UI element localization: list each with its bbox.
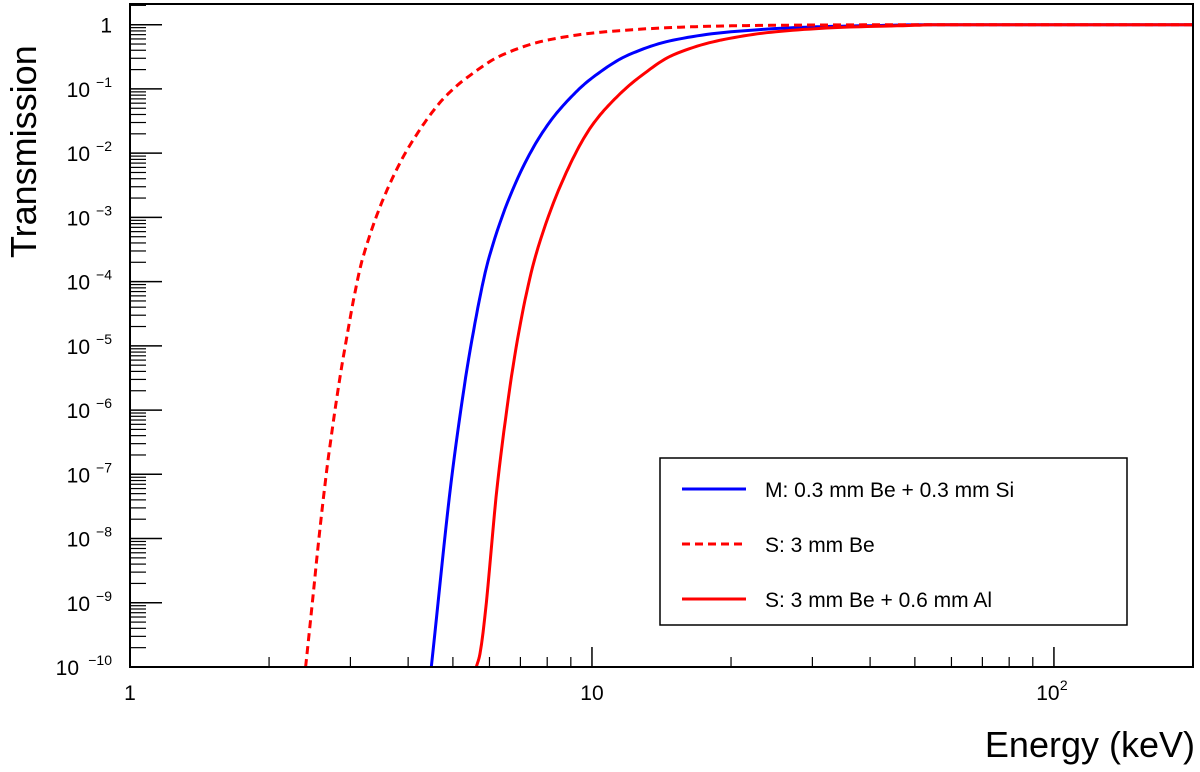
legend-label-0: M: 0.3 mm Be + 0.3 mm Si [765, 479, 1014, 502]
y-tick-label: 10 [67, 143, 90, 166]
y-tick-label: 10 [67, 207, 90, 230]
y-tick-label: 10 [67, 593, 90, 616]
series-line-2 [474, 23, 1193, 668]
y-tick-exponent: −5 [96, 331, 112, 347]
legend: M: 0.3 mm Be + 0.3 mm Si S: 3 mm Be S: 3… [659, 457, 1128, 626]
y-tick-label: 10 [67, 79, 90, 102]
y-tick-exponent: −6 [96, 395, 112, 411]
y-tick-label: 10 [67, 272, 90, 295]
y-tick-exponent: −2 [96, 138, 112, 154]
x-axis-title: Energy (keV) [985, 724, 1195, 765]
y-tick-exponent: −4 [96, 267, 112, 283]
y-tick-label: 10 [67, 336, 90, 359]
series-line-1 [304, 23, 1193, 668]
y-tick-label: 10 [67, 464, 90, 487]
y-tick-exponent: −7 [96, 459, 112, 475]
y-tick-label: 10 [67, 529, 90, 552]
x-tick-exponent: 2 [1060, 677, 1068, 693]
legend-label-1: S: 3 mm Be [765, 534, 875, 557]
y-tick-exponent: −10 [88, 652, 112, 668]
y-tick-exponent: −8 [96, 524, 112, 540]
legend-label-2: S: 3 mm Be + 0.6 mm Al [765, 589, 992, 612]
y-tick-exponent: −9 [96, 588, 112, 604]
x-tick-label: 10 [1036, 682, 1059, 705]
y-tick-exponent: −3 [96, 202, 112, 218]
y-tick-label: 10 [56, 657, 79, 680]
plot-frame [129, 3, 1194, 668]
x-tick-label: 1 [124, 682, 136, 705]
x-tick-label: 10 [580, 682, 603, 705]
y-tick-label: 10 [67, 400, 90, 423]
legend-box [659, 457, 1128, 626]
y-axis-title: Transmission [3, 45, 44, 258]
y-tick-exponent: −1 [96, 74, 112, 90]
y-tick-label: 1 [100, 15, 112, 38]
